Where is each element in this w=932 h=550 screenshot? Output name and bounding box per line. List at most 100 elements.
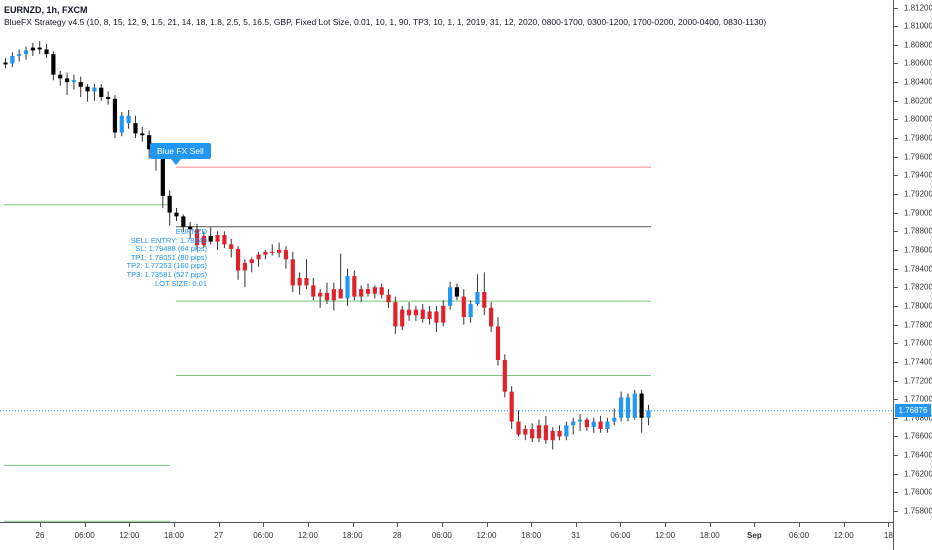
- price-tick-label: 1.80800: [904, 40, 932, 50]
- candle-body: [17, 54, 22, 56]
- time-tick-mark: [665, 523, 667, 527]
- candle-body: [201, 235, 206, 246]
- candle-body: [489, 307, 494, 327]
- candle-body: [290, 259, 295, 286]
- candle-body: [85, 86, 90, 92]
- price-tick-label: 1.77000: [904, 394, 932, 404]
- price-tick-label: 1.80000: [904, 114, 932, 124]
- price-tick-mark: [894, 156, 898, 158]
- candle-body: [37, 47, 42, 50]
- info-lot-size: LOT SIZE: 0.01: [155, 278, 207, 288]
- time-tick-mark: [754, 523, 756, 527]
- time-tick-mark: [709, 523, 711, 527]
- trade-info-block: EURNZD SELL ENTRY: 1.78849 SL: 1.79488 (…: [127, 227, 207, 288]
- candle-body: [222, 235, 227, 245]
- time-tick-label: 12:00: [833, 531, 854, 540]
- price-tick-mark: [894, 194, 898, 195]
- price-tick-label: 1.81200: [904, 3, 932, 12]
- candle-body: [229, 244, 234, 250]
- price-tick-mark: [894, 361, 898, 363]
- candle-body: [434, 311, 439, 323]
- price-tick-label: 1.76200: [904, 469, 932, 479]
- price-tick-mark: [894, 511, 898, 513]
- price-tick-label: 1.79600: [904, 152, 932, 162]
- price-tick-mark: [894, 175, 898, 177]
- price-tick-label: 1.79800: [904, 133, 932, 143]
- price-tick-label: 1.75800: [904, 506, 932, 516]
- candle-body: [386, 294, 391, 303]
- price-tick-label: 1.77400: [904, 357, 932, 367]
- candle-body: [297, 277, 302, 286]
- time-tick-label: 06:00: [789, 531, 810, 540]
- candle-body: [625, 397, 631, 418]
- info-sell-entry: SELL ENTRY: 1.78849: [130, 235, 207, 245]
- symbol-title[interactable]: EURNZD, 1h, FXCM: [4, 5, 88, 15]
- candle-body: [393, 302, 398, 327]
- candle-body: [112, 98, 118, 133]
- price-tick-mark: [894, 343, 898, 345]
- time-tick-label: 18:00: [342, 531, 363, 540]
- price-tick-label: 1.78400: [904, 264, 932, 274]
- candle-body: [461, 296, 466, 318]
- price-tick-mark: [894, 138, 898, 140]
- price-tick-label: 1.78600: [904, 245, 932, 255]
- time-tick-label: 28: [392, 531, 402, 540]
- candle-body: [92, 87, 97, 92]
- candle-body: [277, 249, 282, 253]
- candle-body: [639, 393, 644, 418]
- candle-body: [58, 74, 63, 79]
- price-tick-mark: [894, 436, 898, 438]
- time-axis[interactable]: 26 06:00 12:00 18:00 27 06:00 12:00 18:00 28 06:0…: [0, 522, 893, 550]
- candle-body: [64, 78, 70, 83]
- time-tick-label: Sep: [747, 531, 762, 540]
- indicator-title[interactable]: BlueFX Strategy v4.5 (10, 8, 15, 12, 9, …: [4, 17, 767, 27]
- candle-body: [147, 135, 152, 150]
- candle-body: [523, 428, 528, 435]
- candle-body: [564, 425, 569, 437]
- time-tick-mark: [218, 523, 220, 527]
- time-tick-mark: [263, 523, 265, 527]
- candle-body: [263, 251, 268, 255]
- time-tick-mark: [173, 523, 175, 527]
- price-tick-mark: [894, 26, 898, 28]
- time-tick-label: 26: [35, 531, 45, 540]
- candle-body: [420, 309, 425, 319]
- time-tick-label: 12:00: [655, 531, 676, 540]
- price-tick-mark: [894, 305, 898, 307]
- candle-body: [44, 49, 49, 55]
- time-tick-mark: [84, 523, 86, 527]
- candle-body: [448, 287, 453, 306]
- price-tick-mark: [894, 7, 898, 9]
- candle-body: [536, 425, 542, 439]
- candle-body: [133, 123, 138, 134]
- price-tick-mark: [894, 380, 898, 382]
- price-axis[interactable]: 1.81200 1.81000 1.80800 1.80600 1.80400 1.802…: [893, 0, 932, 550]
- candle-body: [632, 393, 637, 418]
- candle-body: [441, 305, 446, 323]
- candle-body: [345, 276, 350, 299]
- time-tick-mark: [799, 523, 801, 527]
- time-tick-label: 06:00: [74, 531, 95, 540]
- price-tick-label: 1.80400: [904, 77, 932, 87]
- price-tick-mark: [894, 231, 898, 233]
- time-tick-mark: [40, 523, 41, 527]
- time-tick-label: 12:00: [476, 531, 497, 540]
- time-tick-label: 12:00: [119, 531, 140, 540]
- candle-body: [550, 430, 555, 441]
- sell-signal-label: Blue FX Sell: [150, 143, 211, 165]
- candle-body: [311, 285, 316, 297]
- time-tick-mark: [352, 523, 354, 527]
- candle-body: [502, 359, 507, 392]
- candle-body: [427, 311, 432, 319]
- price-tick-mark: [894, 82, 898, 84]
- candle-body: [619, 397, 624, 418]
- candle-body: [571, 421, 576, 426]
- price-tick-label: 1.79400: [904, 170, 932, 180]
- candle-body: [23, 50, 29, 55]
- candle-body: [400, 309, 405, 327]
- candle-body: [598, 421, 603, 429]
- candle-body: [475, 291, 480, 305]
- price-tick-label: 1.76000: [904, 487, 932, 497]
- candle-body: [516, 421, 521, 435]
- price-tick-mark: [894, 417, 898, 419]
